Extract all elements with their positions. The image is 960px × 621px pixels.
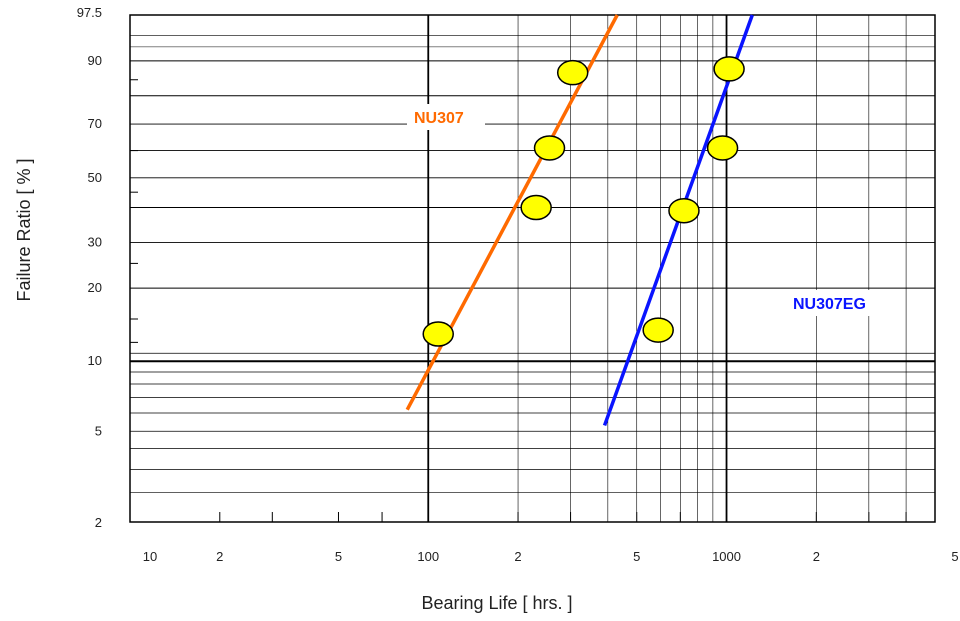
y-tick-label: 90 [88,53,102,68]
series-label-nu307eg-text: NU307EG [793,296,866,313]
series-label-nu307: NU307 [407,104,485,130]
y-tick-label: 5 [95,423,102,438]
plot-frame [129,14,936,523]
y-tick-label: 10 [88,353,102,368]
data-point-series-0 [556,59,589,86]
series-label-nu307-text: NU307 [414,110,464,127]
ticks-layer [130,79,907,522]
y-axis-title: Failure Ratio [ % ] [14,158,34,301]
y-tick-label: 70 [88,116,102,131]
x-tick-label: 10 [143,549,157,564]
data-point-series-1 [713,56,745,82]
x-tick-label: 1000 [712,549,741,564]
x-tick-label: 100 [417,549,439,564]
x-axis-title: Bearing Life [ hrs. ] [421,593,572,613]
data-point-series-0 [520,194,552,221]
y-tick-label: 50 [88,170,102,185]
data-point-series-0 [533,135,566,161]
data-point-series-1 [642,317,674,343]
data-point-series-0 [422,321,454,347]
y-tick-label: 30 [88,234,102,249]
grid-layer [130,15,936,522]
x-tick-label: 2 [514,549,521,564]
tick-labels-layer: 97.5 90 70 50 30 20 10 5 2 10 2 5 100 2 5 1000 2 5 [77,5,959,564]
x-tick-label: 5 [633,549,640,564]
x-tick-label: 2 [216,549,223,564]
data-point-series-1 [706,135,739,161]
series-label-nu307eg: NU307EG [788,290,895,316]
y-tick-label: 20 [88,280,102,295]
x-tick-label: 2 [813,549,820,564]
x-tick-label: 5 [951,549,958,564]
y-tick-label: 97.5 [77,5,102,20]
y-tick-label: 2 [95,515,102,530]
data-points-layer [422,56,745,347]
x-tick-label: 5 [335,549,342,564]
data-point-series-1 [668,197,700,224]
